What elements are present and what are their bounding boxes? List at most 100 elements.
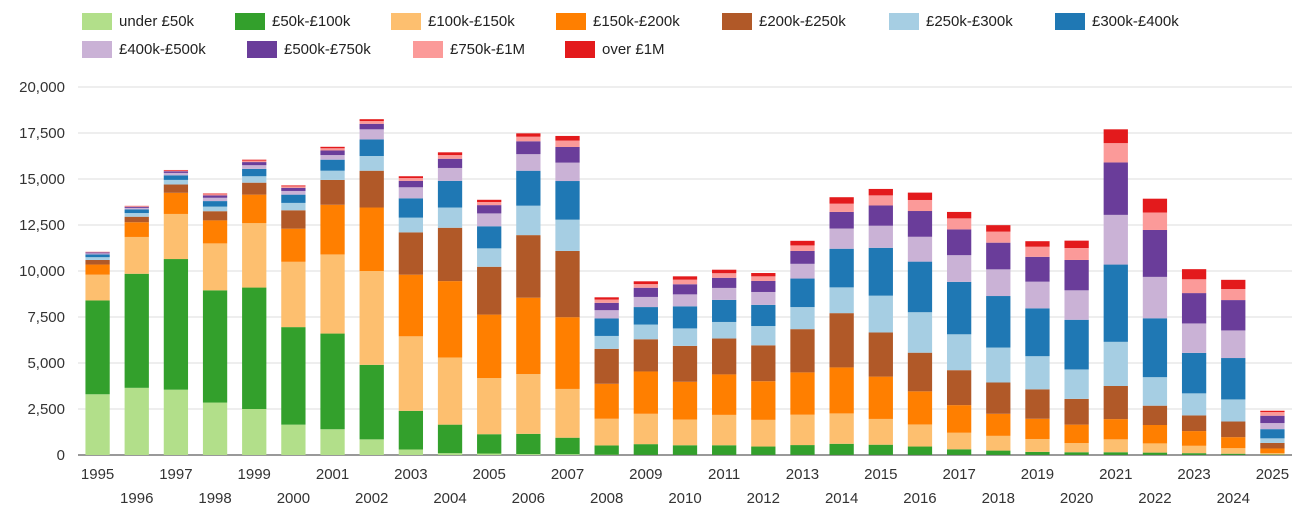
bar-segment-1998-5	[202, 206, 228, 212]
bar-segment-2020-1	[1064, 452, 1089, 455]
bar-segment-2015-4	[868, 332, 893, 377]
x-tick-label: 2008	[590, 490, 623, 507]
bar-segment-2017-10	[946, 211, 972, 219]
legend-item[interactable]: £200k-£250k	[722, 10, 846, 32]
bar-segment-2001-10	[320, 146, 345, 149]
bar-segment-2006-8	[516, 141, 541, 155]
bar-segment-2019-4	[1025, 389, 1050, 419]
bar-segment-2008-4	[594, 348, 619, 384]
bar-segment-2003-7	[398, 187, 424, 199]
bar-segment-2022-9	[1142, 212, 1168, 230]
bar-segment-2000-3	[281, 228, 306, 262]
bar-segment-1998-4	[202, 211, 228, 221]
bar-segment-2002-8	[359, 123, 384, 130]
bar-segment-2015-8	[868, 205, 893, 226]
bar-segment-2004-0	[437, 453, 463, 455]
bar-segment-2018-7	[986, 269, 1011, 297]
bar-segment-2011-3	[712, 374, 737, 415]
bar-segment-2003-2	[398, 336, 424, 411]
x-tick-label: 2007	[551, 466, 584, 483]
bar-segment-1995-6	[85, 254, 110, 258]
bar-segment-2005-4	[477, 266, 502, 315]
bar-segment-2008-10	[594, 297, 619, 300]
bar-segment-1999-4	[242, 182, 267, 195]
x-tick-label: 2011	[708, 466, 740, 483]
bar-segment-2000-10	[281, 185, 306, 187]
bar-segment-2020-2	[1064, 443, 1089, 453]
bar-segment-2025-4	[1260, 442, 1285, 449]
bar-segment-1996-3	[124, 222, 149, 237]
legend-label: £250k-£300k	[926, 12, 1013, 30]
bar-segment-2004-3	[437, 281, 463, 358]
bar-segment-1996-5	[124, 213, 149, 217]
bar-segment-2018-3	[986, 413, 1011, 436]
bar-segment-2014-1	[829, 443, 854, 455]
bar-segment-2024-7	[1221, 330, 1246, 359]
bar-segment-2009-10	[633, 281, 658, 285]
bar-segment-2021-3	[1103, 419, 1128, 440]
bar-segment-2025-3	[1260, 448, 1285, 454]
legend-item[interactable]: £750k-£1M	[413, 38, 525, 60]
bar-segment-2021-4	[1103, 386, 1128, 420]
bar-segment-2010-6	[672, 306, 698, 329]
bar-segment-2014-4	[829, 313, 854, 368]
bar-segment-2012-7	[751, 291, 776, 305]
bar-segment-1998-8	[202, 195, 228, 198]
bar-segment-2008-5	[594, 335, 619, 349]
legend-item[interactable]: £300k-£400k	[1055, 10, 1179, 32]
bar-segment-2010-7	[672, 294, 698, 307]
bar-segment-2012-10	[751, 273, 776, 277]
bar-segment-2009-2	[633, 413, 658, 445]
bar-segment-2002-10	[359, 119, 384, 122]
bar-segment-2014-6	[829, 248, 854, 288]
bar-segment-2022-2	[1142, 443, 1168, 453]
bar-segment-2004-9	[437, 155, 463, 159]
bar-segment-2016-8	[907, 211, 933, 237]
legend-item[interactable]: over £1M	[565, 38, 665, 60]
bar-segment-2008-3	[594, 383, 619, 419]
legend-item[interactable]: £150k-£200k	[556, 10, 680, 32]
bar-segment-2003-6	[398, 198, 424, 218]
bar-segment-2024-5	[1221, 399, 1246, 422]
bar-segment-2025-2	[1260, 453, 1285, 455]
bar-segment-2023-4	[1181, 415, 1207, 432]
bar-segment-2010-9	[672, 279, 698, 285]
gridlines	[78, 86, 1292, 456]
bar-segment-2010-2	[672, 419, 698, 446]
legend-item[interactable]: £50k-£100k	[235, 10, 350, 32]
bar-segment-2008-9	[594, 299, 619, 303]
bar-segment-2006-3	[516, 297, 541, 375]
bar-segment-1999-9	[242, 160, 267, 163]
bar-segment-2004-5	[437, 207, 463, 228]
legend-item[interactable]: under £50k	[82, 10, 194, 32]
bar-segment-2024-6	[1221, 358, 1246, 400]
legend-item[interactable]: £500k-£750k	[247, 38, 371, 60]
bar-segment-1999-1	[242, 287, 267, 409]
bar-segment-1998-6	[202, 201, 228, 207]
bar-segment-1997-3	[163, 192, 189, 214]
bar-segment-2022-1	[1142, 452, 1168, 455]
bar-segment-2001-5	[320, 170, 345, 180]
bar-segment-2003-9	[398, 178, 424, 181]
bar-segment-2015-5	[868, 295, 893, 333]
bar-segment-2012-8	[751, 280, 776, 292]
x-tick-label: 1998	[198, 490, 231, 507]
x-tick-label: 1999	[238, 466, 271, 483]
bar-segment-2006-10	[516, 133, 541, 137]
bar-segment-2004-10	[437, 152, 463, 156]
bar-segment-2005-9	[477, 202, 502, 206]
bar-segment-2013-4	[790, 329, 815, 373]
bar-segment-2001-1	[320, 333, 345, 430]
legend-item[interactable]: £100k-£150k	[391, 10, 515, 32]
bar-segment-2007-10	[555, 135, 580, 141]
x-tick-label: 2002	[355, 490, 388, 507]
bar-segment-2021-9	[1103, 143, 1128, 163]
bar-segment-2017-8	[946, 229, 972, 256]
bar-segment-2016-10	[907, 192, 933, 200]
bar-segment-2018-2	[986, 435, 1011, 451]
bar-segment-2008-2	[594, 418, 619, 446]
legend-item[interactable]: £400k-£500k	[82, 38, 206, 60]
bar-segment-1995-3	[85, 264, 110, 275]
legend-item[interactable]: £250k-£300k	[889, 10, 1013, 32]
x-tick-label: 2024	[1217, 490, 1250, 507]
